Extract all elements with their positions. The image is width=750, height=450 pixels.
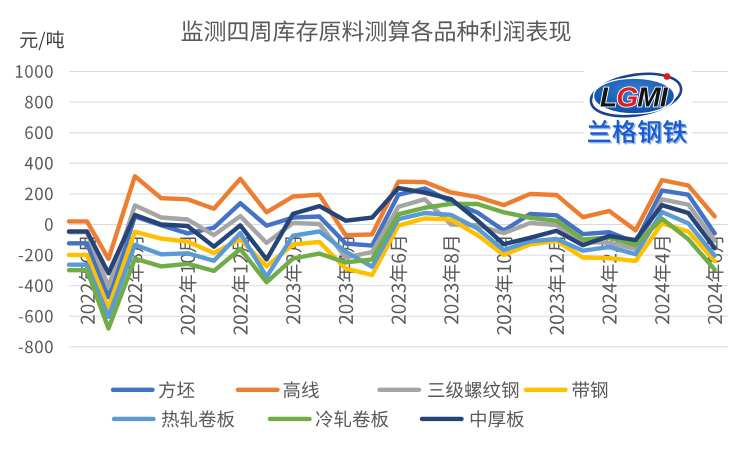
svg-text:LGMI: LGMI	[600, 81, 669, 112]
